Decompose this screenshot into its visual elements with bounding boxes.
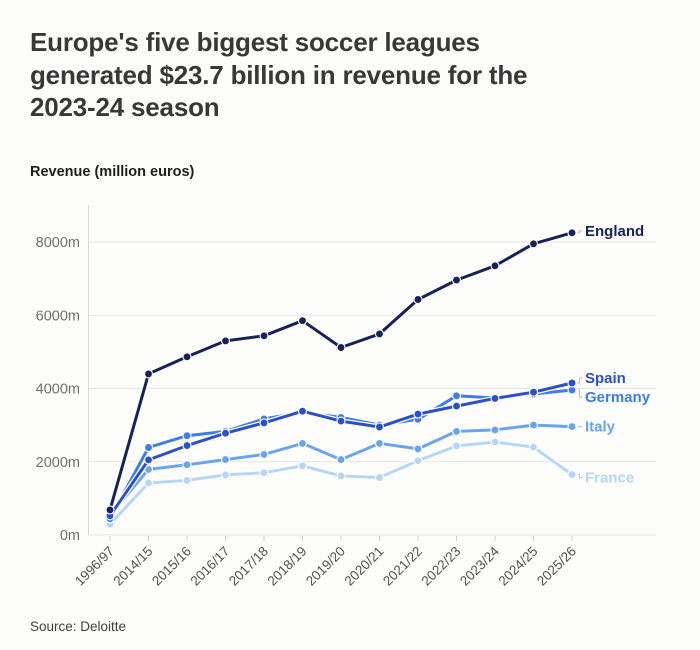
chart-title: Europe's five biggest soccer leagues gen… [30, 26, 527, 124]
series-line-germany [108, 388, 574, 521]
x-axis-tick-label: 2017/18 [226, 544, 271, 589]
chart-title-line-1: Europe's five biggest soccer leagues [30, 27, 480, 57]
data-point-spain [567, 378, 577, 388]
data-point-england [220, 336, 231, 346]
data-point-spain [374, 422, 385, 432]
label-connector-germany [577, 389, 583, 398]
data-point-italy [413, 444, 423, 454]
data-point-italy [528, 420, 539, 430]
data-point-france [143, 478, 154, 488]
y-axis-tick-label: 8000m [36, 235, 80, 251]
data-point-france [297, 461, 308, 471]
data-point-spain [259, 418, 269, 428]
data-point-france [413, 456, 423, 466]
data-point-italy [336, 455, 346, 465]
y-axis-tick-label: 0m [60, 528, 80, 544]
y-axis-tick-label: 4000m [36, 382, 80, 398]
x-axis-tick-label: 2018/19 [264, 544, 309, 589]
data-point-italy [297, 438, 308, 448]
data-point-england [413, 294, 423, 305]
data-point-germany [143, 442, 154, 453]
data-point-italy [374, 438, 385, 448]
data-point-spain [413, 409, 423, 419]
data-point-england [297, 316, 308, 326]
series-label-italy: Italy [585, 419, 616, 436]
data-point-england [490, 261, 500, 271]
data-point-france [567, 470, 577, 480]
chart-title-line-2: generated $23.7 billion in revenue for t… [30, 59, 528, 90]
chart-title-line-3: 2023-24 season [30, 92, 220, 122]
y-axis-tick-label: 6000m [36, 308, 80, 324]
data-point-italy [259, 449, 269, 459]
x-axis-tick-label: 2020/21 [341, 544, 386, 589]
data-point-italy [451, 426, 462, 436]
series-label-france: France [585, 470, 634, 487]
data-point-spain [220, 428, 231, 438]
data-point-germany [451, 391, 462, 401]
data-point-italy [182, 460, 192, 470]
x-axis-tick-label: 2021/22 [380, 544, 425, 589]
x-axis-tick-label: 2015/16 [149, 544, 194, 589]
x-axis-tick-label: 2014/15 [110, 544, 155, 589]
y-axis-title: Revenue (million euros) [30, 164, 195, 180]
data-point-france [220, 470, 231, 480]
data-point-england [259, 331, 269, 341]
data-point-italy [220, 455, 231, 465]
label-connector-spain [577, 377, 583, 384]
data-point-france [182, 475, 192, 485]
data-point-spain [528, 387, 539, 397]
x-axis-tick-label: 2019/20 [303, 544, 348, 589]
label-connector-england [577, 230, 583, 234]
series-line-spain [108, 381, 574, 518]
data-point-france [259, 468, 269, 478]
data-point-spain [451, 401, 462, 411]
data-point-france [374, 472, 385, 483]
data-point-england [182, 352, 192, 362]
data-point-france [336, 471, 346, 481]
y-axis-tick-label: 2000m [36, 455, 80, 471]
data-point-spain [336, 416, 346, 426]
x-axis-tick-label: 2023/24 [457, 543, 502, 588]
x-axis-tick-label: 2024/25 [495, 544, 540, 589]
x-axis-tick-label: 2025/26 [534, 544, 579, 589]
data-point-spain [297, 406, 308, 416]
data-point-england [451, 275, 462, 285]
series-label-germany: Germany [585, 389, 651, 406]
label-connector-france [577, 474, 583, 479]
series-line-casing-germany [107, 387, 575, 522]
series-line-casing-france [107, 439, 575, 527]
data-point-england [528, 239, 539, 249]
data-point-england [567, 228, 577, 238]
data-point-italy [567, 422, 577, 432]
x-axis-tick-label: 2016/17 [187, 544, 232, 589]
data-point-germany [182, 431, 192, 441]
x-axis-tick-label: 1996/97 [72, 544, 117, 589]
series-label-spain: Spain [585, 370, 626, 387]
data-point-england [105, 505, 115, 515]
data-point-spain [182, 441, 192, 451]
data-point-spain [490, 393, 500, 403]
data-point-england [374, 329, 385, 339]
data-point-france [451, 441, 462, 451]
data-point-france [528, 442, 539, 452]
series-label-england: England [585, 223, 644, 240]
source-note: Source: Deloitte [30, 619, 127, 634]
data-point-france [490, 437, 500, 447]
data-point-england [143, 369, 154, 379]
data-point-england [336, 342, 346, 353]
data-point-spain [143, 455, 154, 465]
x-axis-tick-label: 2022/23 [418, 544, 463, 589]
data-point-italy [490, 425, 500, 435]
